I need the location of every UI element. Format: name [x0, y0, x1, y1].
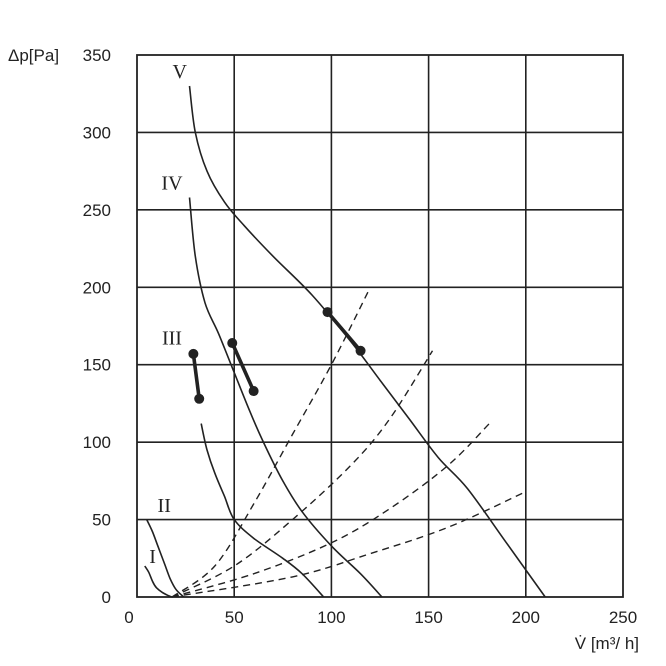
y-tick-label: 350	[83, 46, 111, 65]
system-curves	[171, 286, 527, 598]
curve-label-iv: IV	[161, 173, 183, 195]
x-tick-label: 200	[512, 608, 540, 627]
fan-curve-i	[144, 565, 173, 598]
operating-point-iii-end	[194, 393, 205, 404]
fan-curve-iii	[200, 423, 325, 598]
curve-label-v: V	[173, 61, 188, 83]
system-curve-5	[171, 286, 371, 598]
operating-segment-iv	[230, 341, 256, 393]
grid	[137, 55, 623, 597]
system-curve-6	[171, 350, 434, 598]
curve-label-iii: III	[162, 328, 182, 350]
y-tick-label: 100	[83, 433, 111, 452]
curve-label-ii: II	[158, 495, 171, 517]
operating-point-v-start	[322, 307, 333, 318]
y-axis-label: Δp[Pa]	[8, 46, 59, 65]
plot-frame	[136, 54, 624, 598]
operating-segment-iii	[191, 352, 202, 401]
fan-curve-ii	[145, 519, 185, 598]
operating-segment-v	[325, 310, 363, 353]
y-tick-label: 150	[83, 356, 111, 375]
x-tick-label: 150	[414, 608, 442, 627]
y-tick-label: 250	[83, 201, 111, 220]
x-tick-label: 100	[317, 608, 345, 627]
x-axis-label: V̇ [m³/ h]	[575, 634, 639, 653]
fan-curve-iv	[188, 197, 383, 598]
x-tick-label: 250	[609, 608, 637, 627]
operating-segments	[188, 307, 366, 404]
y-tick-label: 0	[102, 588, 111, 607]
x-tick-label: 0	[124, 608, 133, 627]
curve-label-i: I	[149, 546, 156, 568]
x-tick-label: 50	[225, 608, 244, 627]
tick-labels: 0 50 100 150 200 250 0 50 100 150 200 250 300 350	[83, 46, 638, 627]
operating-point-iv-end	[248, 386, 259, 397]
operating-point-iii-start	[188, 348, 199, 359]
operating-point-iv-start	[227, 338, 238, 349]
y-tick-label: 300	[83, 123, 111, 142]
system-curve-7	[171, 421, 492, 598]
y-tick-label: 200	[83, 278, 111, 297]
system-curve-8	[171, 491, 527, 598]
operating-point-v-end	[355, 345, 366, 356]
y-tick-label: 50	[92, 511, 111, 530]
